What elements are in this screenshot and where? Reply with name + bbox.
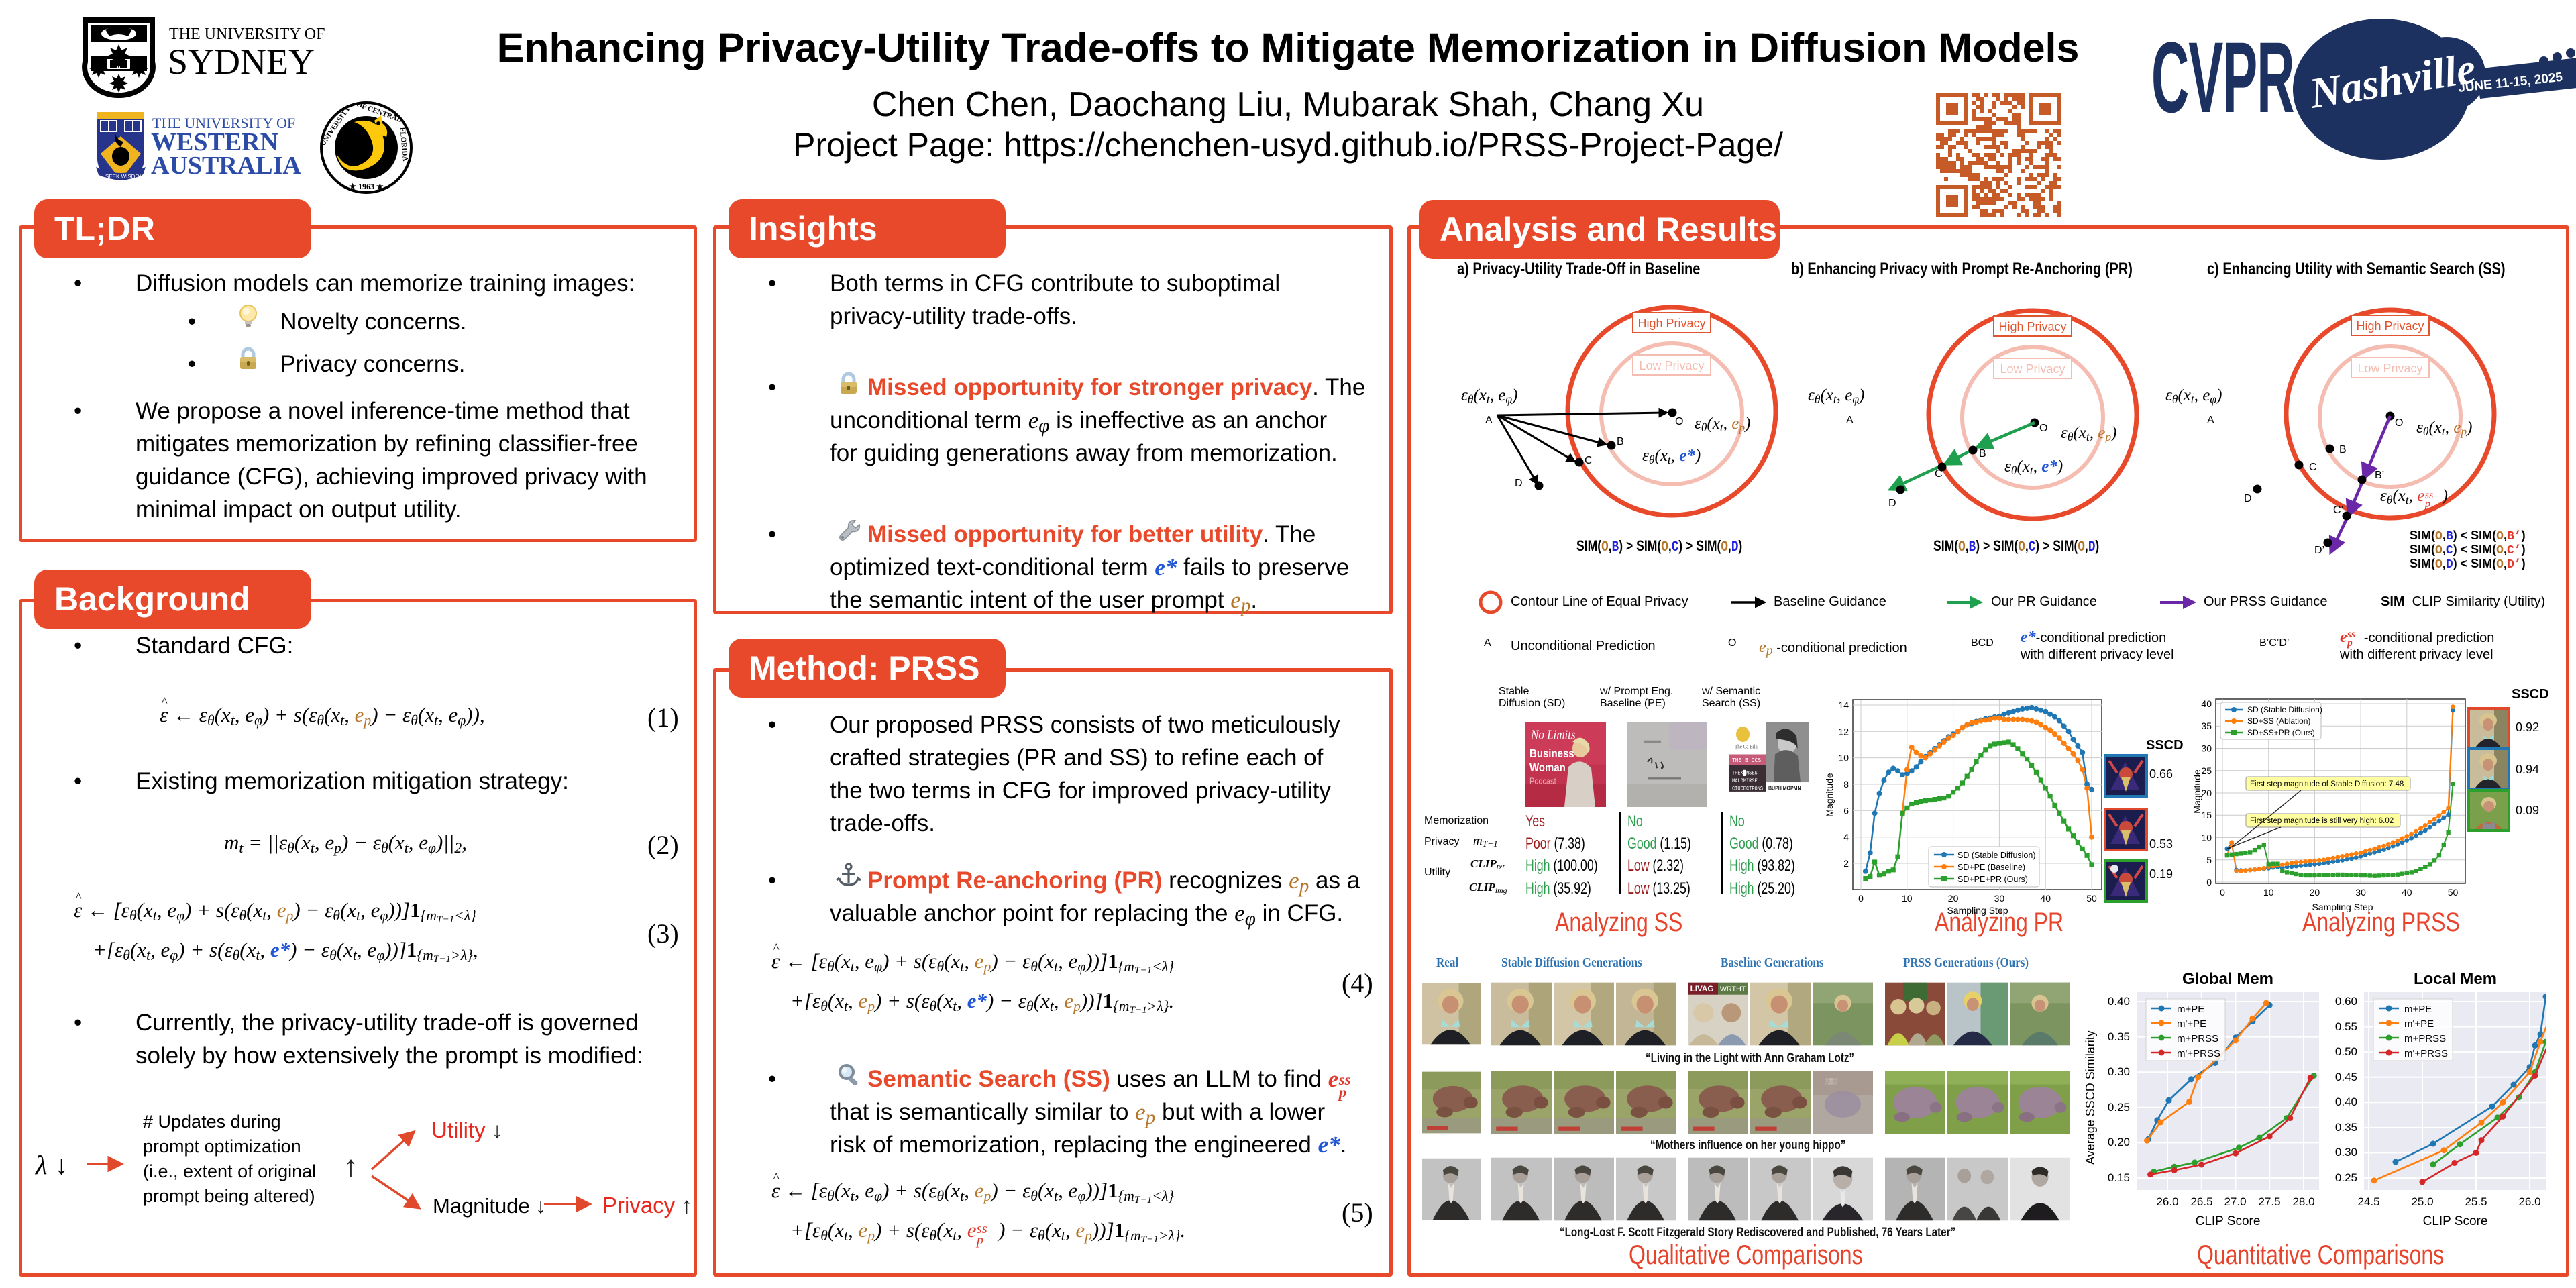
svg-text:AUSTRALIA: AUSTRALIA: [151, 152, 301, 180]
svg-text:★ 1963 ★: ★ 1963 ★: [349, 182, 384, 191]
svg-text:THE B CCS: THE B CCS: [1732, 757, 1761, 765]
svg-text:SD+PE (Baseline): SD+PE (Baseline): [1957, 863, 2025, 872]
svg-text:m+PE: m+PE: [2404, 1004, 2432, 1015]
svg-text:SEEK WISDOM: SEEK WISDOM: [105, 174, 144, 180]
svg-text:High Privacy: High Privacy: [1638, 317, 1705, 330]
svg-text:First step magnitude is still: First step magnitude is still very high:…: [2250, 817, 2394, 825]
svg-text:5: 5: [2206, 855, 2212, 865]
svg-text:30: 30: [2355, 887, 2366, 898]
svg-text:m+PRSS: m+PRSS: [2404, 1033, 2446, 1044]
svg-text:12: 12: [1838, 726, 1849, 737]
svg-text:50: 50: [2448, 887, 2459, 898]
svg-text:SD (Stable Diffusion): SD (Stable Diffusion): [1957, 851, 2036, 860]
svg-text:The Ca Bila: The Ca Bila: [1735, 743, 1758, 750]
svg-text:m'+PE: m'+PE: [2177, 1018, 2206, 1030]
svg-text:MALOMIRSE: MALOMIRSE: [1732, 779, 1758, 785]
svg-text:Low Privacy: Low Privacy: [2000, 362, 2065, 376]
svg-text:6: 6: [1843, 805, 1849, 816]
svg-text:Magnitude: Magnitude: [1825, 773, 1835, 817]
svg-text:Magnitude: Magnitude: [2194, 769, 2202, 814]
svg-text:15: 15: [2201, 810, 2212, 820]
svg-text:8: 8: [1843, 779, 1849, 790]
svg-text:Sampling Step: Sampling Step: [1947, 905, 2008, 916]
svg-text:High Privacy: High Privacy: [2356, 319, 2424, 333]
svg-text:40: 40: [2201, 698, 2212, 709]
svg-text:LIVAG: LIVAG: [1690, 985, 1714, 994]
svg-text:SD (Stable Diffusion): SD (Stable Diffusion): [2247, 705, 2322, 714]
svg-text:Low Privacy: Low Privacy: [1639, 359, 1704, 372]
svg-text:SD+SS+PR (Ours): SD+SS+PR (Ours): [2247, 728, 2315, 737]
svg-text:4: 4: [1843, 832, 1849, 843]
svg-text:20: 20: [1948, 893, 1959, 904]
svg-text:0: 0: [2220, 887, 2225, 898]
svg-text:High Privacy: High Privacy: [1998, 320, 2066, 333]
svg-text:WESTERN: WESTERN: [151, 128, 278, 156]
svg-text:40: 40: [2040, 893, 2051, 904]
svg-text:10: 10: [1902, 893, 1913, 904]
svg-text:35: 35: [2201, 720, 2212, 731]
svg-text:CVPR: CVPR: [2151, 22, 2294, 134]
svg-text:30: 30: [1994, 893, 2005, 904]
svg-text:m+PE: m+PE: [2177, 1004, 2204, 1015]
svg-text:THE UNIVERSITY OF: THE UNIVERSITY OF: [152, 115, 295, 131]
svg-text:50: 50: [2086, 893, 2097, 904]
svg-text:m'+PRSS: m'+PRSS: [2177, 1048, 2220, 1059]
svg-text:0: 0: [2206, 877, 2212, 888]
svg-text:Business: Business: [1529, 747, 1574, 760]
svg-text:SD+PE+PR (Ours): SD+PE+PR (Ours): [1957, 875, 2028, 884]
svg-text:WRTHT: WRTHT: [1720, 985, 1746, 994]
svg-text:0: 0: [1858, 893, 1864, 904]
svg-text:SD+SS (Ablation): SD+SS (Ablation): [2247, 716, 2310, 726]
svg-text:Woman: Woman: [1529, 761, 1566, 774]
svg-text:THEK█NSES: THEK█NSES: [1732, 769, 1758, 777]
svg-text:20: 20: [2201, 788, 2212, 798]
svg-text:m'+PE: m'+PE: [2404, 1018, 2434, 1030]
svg-text:10: 10: [2201, 833, 2212, 843]
svg-text:Low Privacy: Low Privacy: [2357, 362, 2422, 375]
svg-text:BUPH MOPMN: BUPH MOPMN: [1768, 785, 1801, 792]
svg-text:THE UNIVERSITY OF: THE UNIVERSITY OF: [169, 25, 325, 43]
svg-text:20: 20: [2310, 887, 2320, 898]
svg-text:SYDNEY: SYDNEY: [168, 42, 315, 82]
svg-text:25: 25: [2201, 765, 2212, 776]
svg-text:░▒░: ░▒░: [1825, 1078, 1838, 1085]
svg-text:m+PRSS: m+PRSS: [2177, 1033, 2218, 1044]
svg-text:30: 30: [2201, 743, 2212, 754]
svg-text:First step magnitude of Stable: First step magnitude of Stable Diffusion…: [2250, 780, 2404, 788]
svg-text:2: 2: [1843, 858, 1849, 869]
svg-text:40: 40: [2402, 887, 2412, 898]
svg-text:Sampling Step: Sampling Step: [2312, 902, 2373, 912]
svg-text:10: 10: [1838, 753, 1849, 763]
svg-text:No Limits: No Limits: [1530, 727, 1576, 741]
svg-text:10: 10: [2263, 887, 2274, 898]
svg-text:Podcast: Podcast: [1529, 776, 1556, 786]
svg-text:m'+PRSS: m'+PRSS: [2404, 1048, 2448, 1059]
svg-text:CIUCECTPONS: CIUCECTPONS: [1732, 786, 1764, 792]
svg-text:FLORIDA: FLORIDA: [398, 127, 409, 162]
svg-text:14: 14: [1838, 700, 1849, 710]
